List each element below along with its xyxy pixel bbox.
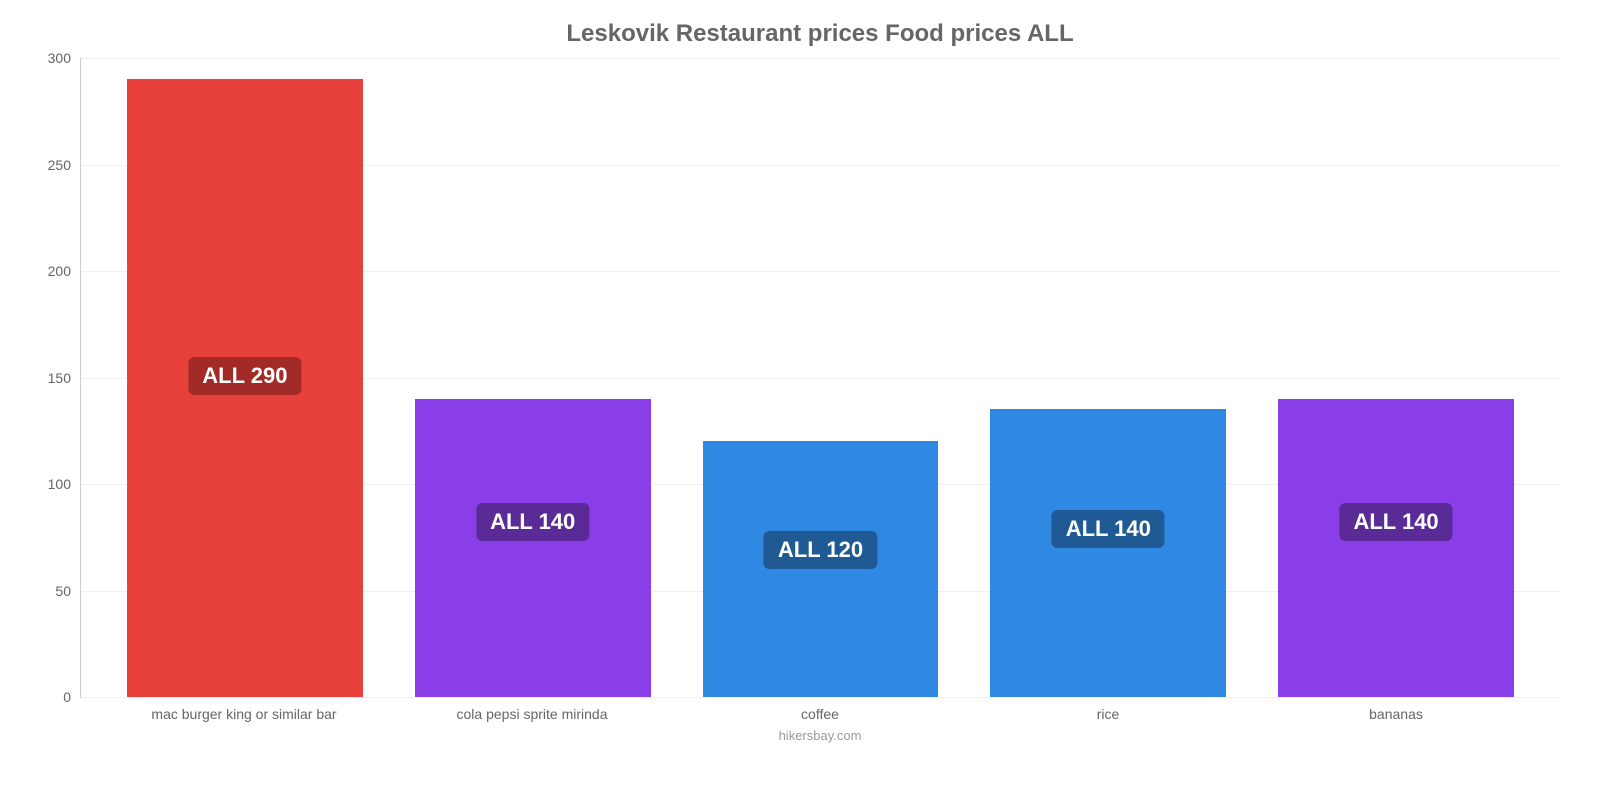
gridline <box>81 697 1560 698</box>
value-badge: ALL 290 <box>188 357 301 395</box>
chart-footer: hikersbay.com <box>80 728 1560 743</box>
bar: ALL 140 <box>990 409 1226 697</box>
y-tick-label: 200 <box>31 263 71 279</box>
bar: ALL 140 <box>1278 399 1514 697</box>
bar-slot: ALL 140 <box>389 58 677 697</box>
x-axis-labels: mac burger king or similar barcola pepsi… <box>80 698 1560 722</box>
x-axis-label: coffee <box>676 706 964 722</box>
bar-slot: ALL 120 <box>677 58 965 697</box>
plot-area: 050100150200250300 ALL 290ALL 140ALL 120… <box>80 58 1560 698</box>
x-axis-label: rice <box>964 706 1252 722</box>
bar-slot: ALL 290 <box>101 58 389 697</box>
y-tick-label: 0 <box>31 689 71 705</box>
bar: ALL 290 <box>127 79 363 697</box>
x-axis-label: bananas <box>1252 706 1540 722</box>
bar: ALL 140 <box>415 399 651 697</box>
y-tick-label: 150 <box>31 370 71 386</box>
value-badge: ALL 140 <box>476 503 589 541</box>
y-tick-label: 250 <box>31 157 71 173</box>
value-badge: ALL 120 <box>764 531 877 569</box>
x-axis-label: cola pepsi sprite mirinda <box>388 706 676 722</box>
y-tick-label: 100 <box>31 476 71 492</box>
bars-group: ALL 290 ALL 140 ALL 120 ALL 140 ALL 140 <box>81 58 1560 697</box>
y-tick-label: 50 <box>31 583 71 599</box>
value-badge: ALL 140 <box>1339 503 1452 541</box>
chart-container: Leskovik Restaurant prices Food prices A… <box>0 0 1600 800</box>
bar: ALL 120 <box>703 441 939 697</box>
chart-title: Leskovik Restaurant prices Food prices A… <box>80 20 1560 48</box>
bar-slot: ALL 140 <box>1252 58 1540 697</box>
value-badge: ALL 140 <box>1052 510 1165 548</box>
y-tick-label: 300 <box>31 50 71 66</box>
x-axis-label: mac burger king or similar bar <box>100 706 388 722</box>
bar-slot: ALL 140 <box>964 58 1252 697</box>
